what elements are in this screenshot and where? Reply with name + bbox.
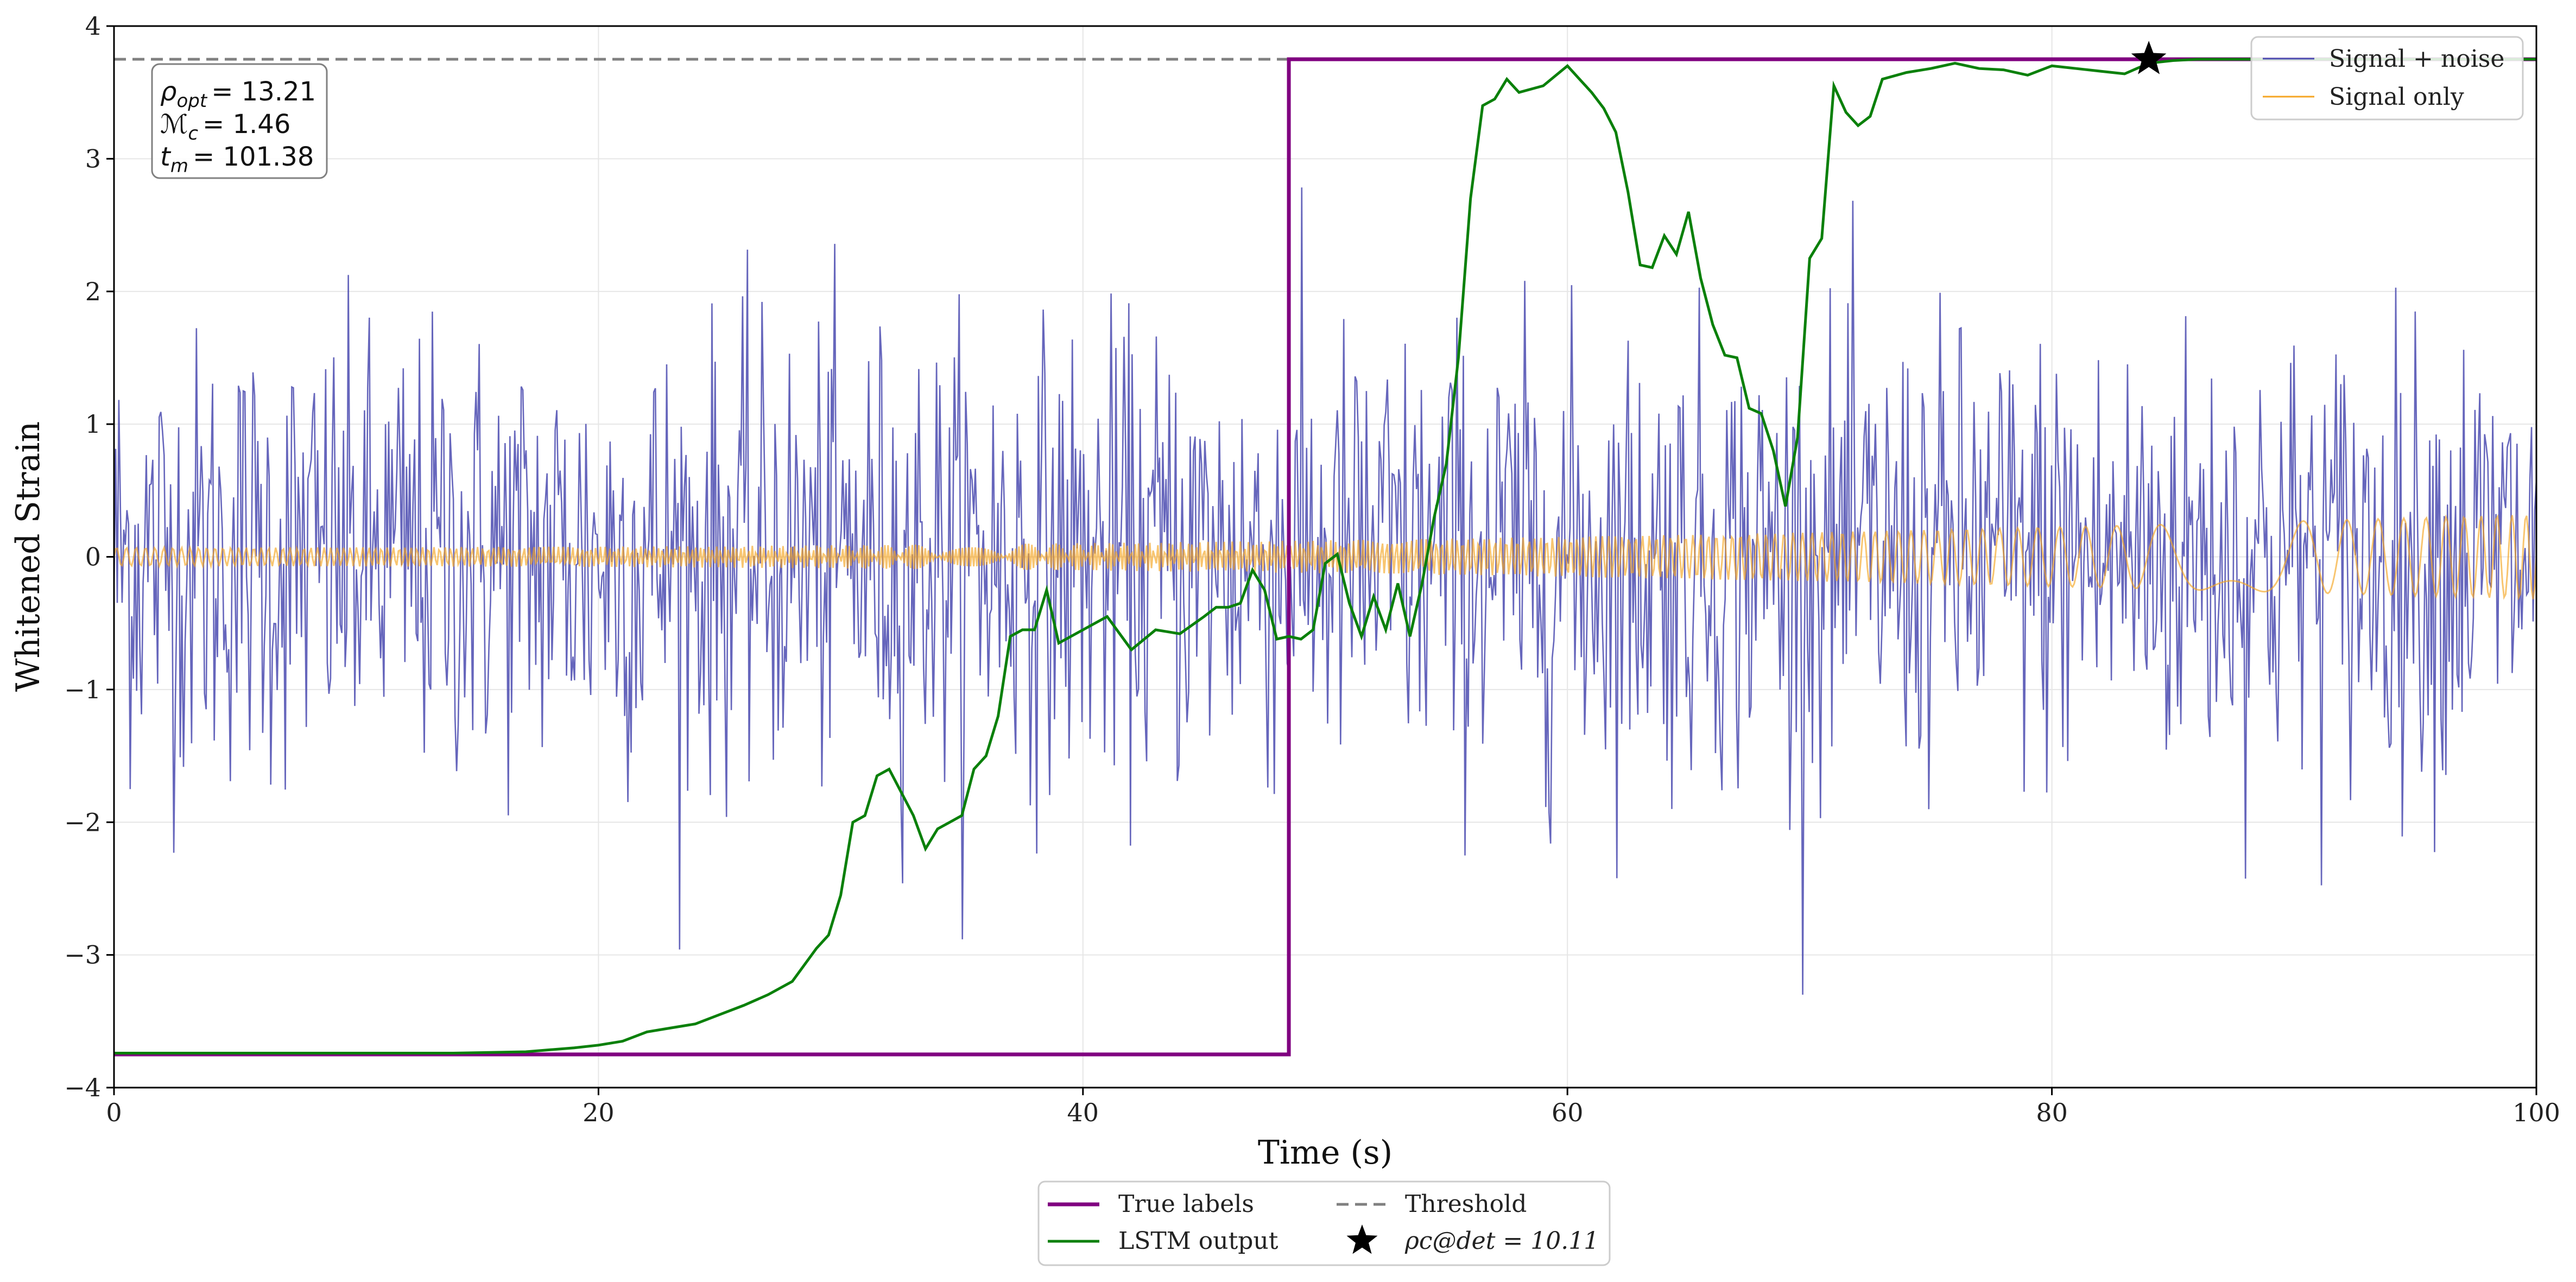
x-axis-label: Time (s) [1258,1134,1393,1172]
y-tick-label: −2 [64,807,101,837]
x-tick-label: 40 [1067,1098,1099,1127]
plot-area [114,57,2536,1057]
y-tick-label: −4 [64,1073,101,1102]
legend-lower: True labels Threshold LSTM output ρc@det… [1037,1180,1611,1266]
detection-marker [2131,41,2167,74]
legend-label-signal-noise: Signal + noise [2329,45,2504,73]
true-labels-series [114,57,2536,1057]
y-tick-label: 2 [85,277,101,306]
stats-rho-opt: ρopt = 13.21 [160,77,316,112]
x-tick-label: 60 [1552,1098,1584,1127]
legend-label-threshold: Threshold [1405,1190,1527,1218]
y-tick-label: 0 [85,542,101,572]
y-tick-label: −3 [64,940,101,970]
lstm-output-series [114,58,2536,1054]
signal-only-series [114,514,2536,601]
x-tick-label: 20 [583,1098,615,1127]
x-tick-label: 0 [106,1098,122,1127]
legend-label-lstm-output: LSTM output [1118,1227,1278,1255]
y-tick-label: −1 [64,675,101,704]
y-tick-label: 1 [85,409,101,439]
legend-label-signal-only: Signal only [2329,83,2464,111]
legend-label-detection: ρc@det = 10.11 [1404,1227,1599,1255]
signal-noise-series [114,187,2536,995]
stats-chirp-mass: ℳc = 1.46 [160,109,290,144]
x-tick-label: 100 [2512,1098,2560,1127]
y-axis-label: Whitened Strain [9,421,47,692]
y-tick-label: 3 [85,144,101,173]
axis-ticks: 0 20 40 60 80 100 −4 −3 −2 −1 0 1 2 3 4 [64,11,2560,1127]
legend-swatch-detection [1346,1224,1378,1254]
legend-label-true-labels: True labels [1118,1190,1254,1218]
legend-upper: Signal + noise Signal only [2250,36,2524,121]
x-tick-label: 80 [2036,1098,2068,1127]
stats-merger-time: tm = 101.38 [160,142,314,177]
stats-box: ρopt = 13.21 ℳc = 1.46 tm = 101.38 [151,63,328,179]
y-tick-label: 4 [85,11,101,41]
